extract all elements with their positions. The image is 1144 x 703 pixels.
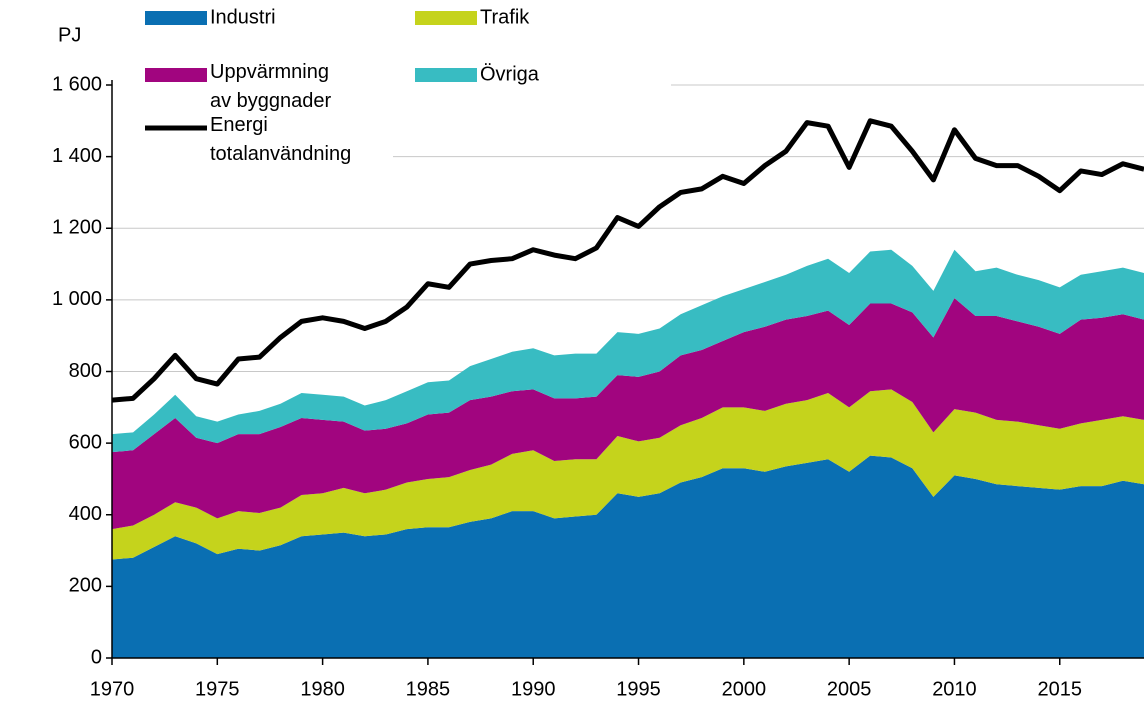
line (111, 118, 1144, 403)
legend-swatch (415, 11, 477, 25)
x-tick-label: 1975 (195, 678, 240, 700)
legend-background (113, 120, 393, 190)
x-tick-label: 1980 (300, 678, 345, 700)
x-tick-label: 1970 (90, 678, 135, 700)
legend-swatch (145, 11, 207, 25)
legend-label: Uppvärmning av byggnader (210, 61, 332, 112)
x-tick-label: 2000 (722, 678, 767, 700)
legend-label: Trafik (480, 6, 530, 28)
area (112, 455, 1144, 658)
area (112, 298, 1144, 530)
y-tick-label: 1 400 (52, 145, 102, 167)
legend-label: Energi totalanvändning (210, 114, 351, 165)
y-tick-label: 1 200 (52, 217, 102, 239)
legend-swatch (145, 68, 207, 82)
x-tick-label: 1985 (406, 678, 451, 700)
x-tick-label: 1995 (616, 678, 661, 700)
y-tick-label: 800 (69, 360, 102, 382)
legend-label: Industri (210, 6, 276, 28)
area (112, 249, 1144, 453)
x-tick-label: 1990 (511, 678, 556, 700)
y-tick-label: 1 000 (52, 288, 102, 310)
x-tick-label: 2015 (1038, 678, 1083, 700)
y-tick-label: 200 (69, 575, 102, 597)
x-tick-label: 2010 (932, 678, 977, 700)
legend-label: Övriga (480, 63, 540, 85)
y-axis-label: PJ (58, 24, 81, 46)
y-tick-label: 400 (69, 503, 102, 525)
legend-swatch (415, 68, 477, 82)
area (112, 389, 1144, 560)
y-tick-label: 0 (91, 646, 102, 668)
y-tick-label: 1 600 (52, 73, 102, 95)
x-tick-label: 2005 (827, 678, 872, 700)
y-tick-label: 600 (69, 431, 102, 453)
